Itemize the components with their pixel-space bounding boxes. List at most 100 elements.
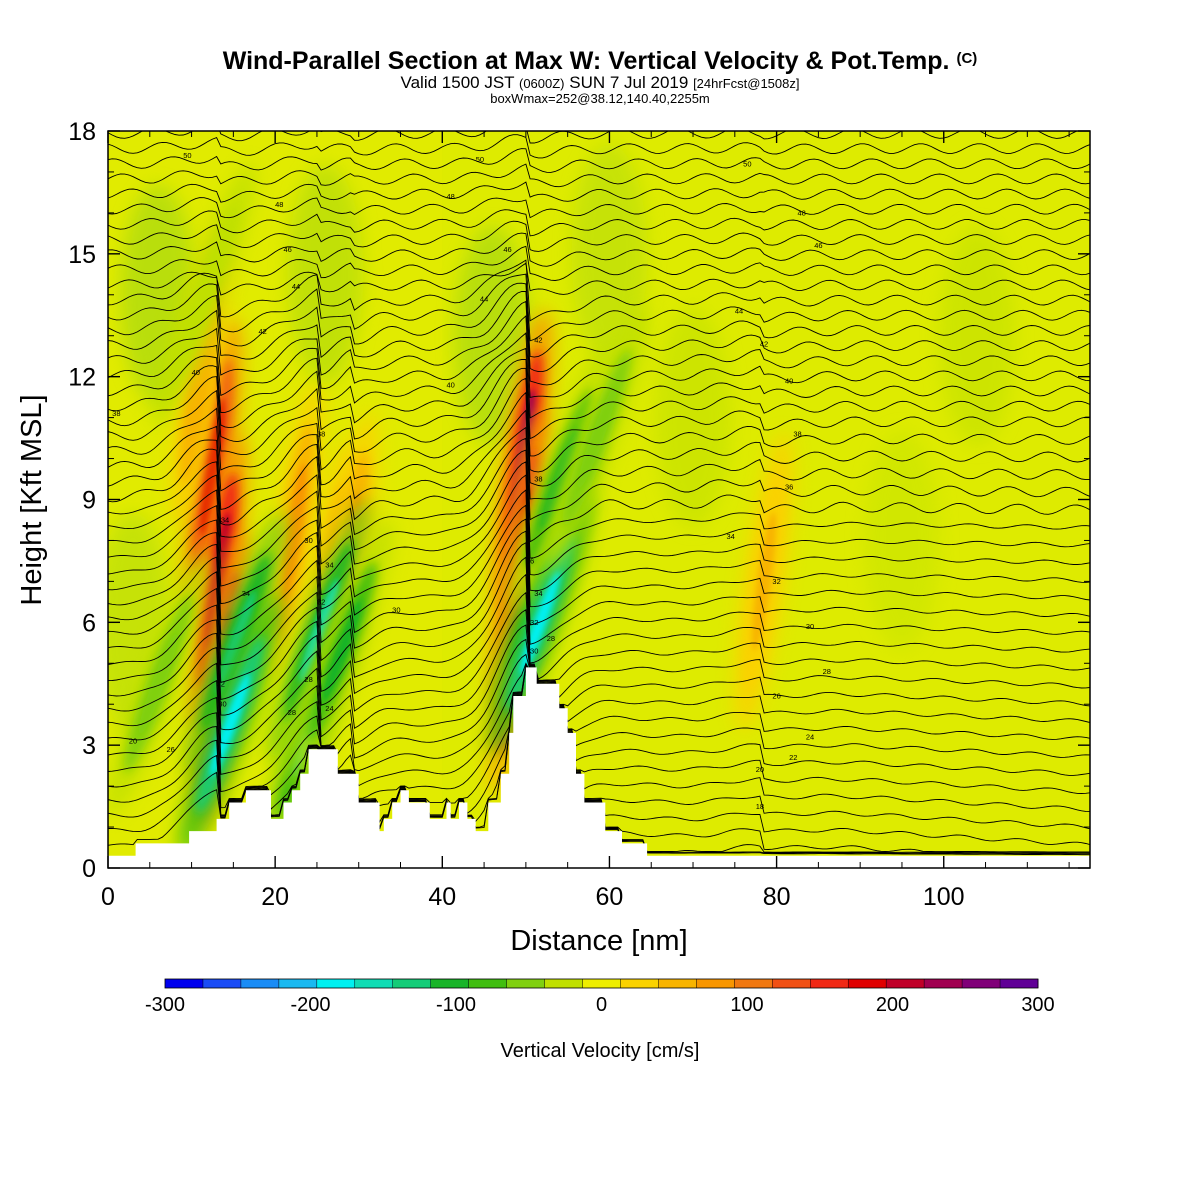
- colorbar-swatch: [886, 979, 925, 988]
- theta-contour-line: [108, 409, 1090, 521]
- theta-contour-line: [108, 591, 1090, 723]
- theta-contour-label: 38: [112, 409, 120, 418]
- theta-contour-line: [108, 282, 1090, 358]
- y-tick-label: 18: [68, 118, 96, 146]
- colorbar-swatch: [392, 979, 432, 988]
- theta-contour-label: 44: [735, 307, 743, 316]
- valid-utc: (0600Z): [518, 76, 565, 91]
- theta-contour-label: 50: [183, 151, 191, 160]
- theta-contour-line: [108, 332, 1090, 419]
- theta-contours: [108, 131, 1090, 856]
- theta-contour-label: 30: [392, 606, 400, 615]
- theta-contour-line: [108, 663, 1090, 846]
- theta-contour-label: 38: [793, 429, 801, 438]
- colorbar-swatch: [240, 979, 280, 988]
- colorbar-swatch: [962, 979, 1001, 988]
- theta-contour-label: 44: [292, 282, 300, 291]
- theta-contour-label: 30: [806, 622, 814, 631]
- valid-prefix: Valid 1500 JST: [400, 73, 515, 92]
- y-tick-label: 0: [82, 855, 96, 883]
- theta-contour-line: [108, 663, 1090, 830]
- colorbar-tick-label: -200: [290, 994, 330, 1016]
- theta-contour-label: 24: [806, 732, 814, 741]
- theta-contour-label: 32: [217, 679, 225, 688]
- colorbar-swatch: [506, 979, 546, 988]
- theta-contour-line: [108, 489, 1090, 626]
- theta-contour-line: [108, 609, 1090, 740]
- colorbar-swatch: [316, 979, 356, 988]
- theta-contour-line: [108, 461, 1090, 592]
- theta-contour-line: [108, 232, 1090, 267]
- theta-contour-label: 34: [534, 589, 542, 598]
- x-tick-label: 100: [923, 883, 965, 911]
- velocity-field: [108, 131, 1090, 868]
- colorbar-swatch: [1000, 979, 1039, 988]
- valid-date: SUN 7 Jul 2019: [569, 73, 689, 92]
- theta-contour-label: 48: [797, 208, 805, 217]
- colorbar-label: Vertical Velocity [cm/s]: [501, 1040, 700, 1062]
- theta-contour-label: 40: [785, 376, 793, 385]
- x-tick-label: 40: [428, 883, 456, 911]
- x-axis-label: Distance [nm]: [510, 925, 687, 957]
- theta-contour-line: [108, 245, 1090, 281]
- theta-contour-line: [108, 556, 1090, 698]
- terrain-shape: [108, 667, 1090, 868]
- y-tick-label: 15: [68, 241, 96, 269]
- field-patch: [863, 430, 940, 651]
- colorbar-swatch: [810, 979, 849, 988]
- theta-contour-label: 38: [534, 475, 542, 484]
- theta-contour-label: 50: [476, 155, 484, 164]
- theta-contour-label: 48: [275, 200, 283, 209]
- theta-contour-label: 46: [503, 245, 511, 254]
- theta-contour-line: [108, 377, 1090, 487]
- theta-contour-line: [108, 573, 1090, 707]
- theta-contour-label: 38: [317, 429, 325, 438]
- theta-contour-label: 28: [304, 675, 312, 684]
- theta-contour-label: 26: [772, 692, 780, 701]
- y-tick-label: 12: [68, 364, 96, 392]
- copyright-mark: (C): [956, 50, 978, 67]
- downdraft-mark: [216, 591, 256, 695]
- theta-contour-line: [108, 347, 1090, 440]
- theta-contour-label: 30: [304, 536, 312, 545]
- theta-contour-label: 36: [526, 556, 534, 565]
- theta-contour-line: [108, 359, 1090, 457]
- theta-contour-label: 44: [480, 294, 488, 303]
- downdraft-mark: [184, 243, 224, 347]
- theta-contour-line: [108, 666, 1090, 855]
- theta-contour-label: 36: [785, 483, 793, 492]
- colorbar-swatch: [354, 979, 394, 988]
- boxwmax-line: boxWmax=252@38.12,140.40,2255m: [490, 91, 710, 106]
- valid-time-line: Valid 1500 JST (0600Z) SUN 7 Jul 2019 [2…: [0, 74, 1200, 92]
- y-tick-label: 3: [82, 732, 96, 760]
- colorbar-swatch: [620, 979, 659, 988]
- theta-contour-label: 24: [325, 704, 333, 713]
- colorbar-swatch: [924, 979, 963, 988]
- y-axis-label: Height [Kft MSL]: [16, 394, 48, 605]
- theta-contour-line: [108, 426, 1090, 543]
- colorbar-swatch: [848, 979, 887, 988]
- theta-contour-label: 32: [772, 577, 780, 586]
- theta-contour-label: 20: [756, 765, 764, 774]
- theta-contour-label: 30: [530, 646, 538, 655]
- colorbar-frame: [164, 978, 1039, 989]
- colorbar-swatch: [582, 979, 621, 988]
- theta-contour-line: [108, 259, 1090, 322]
- forecast-tag: [24hrFcst@1508z]: [693, 76, 800, 91]
- x-tick-label: 80: [763, 883, 791, 911]
- theta-contour-line: [108, 262, 1090, 296]
- colorbar-tick-label: -300: [145, 994, 185, 1016]
- theta-contour-label: 22: [789, 753, 797, 762]
- colorbar-tick-label: -100: [436, 994, 476, 1016]
- theta-contour-line: [108, 163, 1090, 188]
- theta-contour-line: [108, 665, 1090, 854]
- colorbar-swatch: [658, 979, 697, 988]
- downdraft-mark: [577, 386, 617, 490]
- theta-contour-line: [108, 291, 1090, 373]
- colorbar: -300 -200 -100 0 100 200 300: [145, 978, 1055, 1016]
- terrain-mask: [108, 667, 1090, 868]
- theta-contour-label: 32: [317, 597, 325, 606]
- chart-title-text: Wind-Parallel Section at Max W: Vertical…: [222, 47, 950, 75]
